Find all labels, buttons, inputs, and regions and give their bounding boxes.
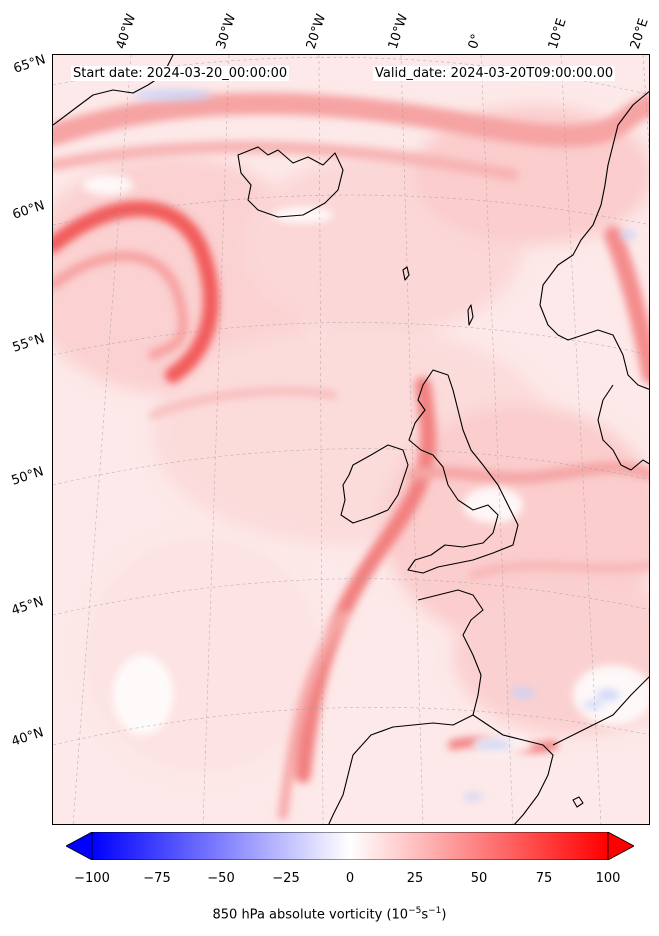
vorticity-field	[53, 55, 649, 824]
lon-label-10w: 10°W	[385, 12, 412, 51]
cb-tick-label: −100	[74, 871, 110, 886]
lat-label-55n: 55°N	[10, 331, 47, 356]
lon-label-20e: 20°E	[627, 16, 652, 51]
cb-tick-label: 50	[470, 871, 488, 886]
cb-tick-label: −75	[143, 871, 171, 886]
cb-tick-label: −25	[272, 871, 300, 886]
lon-label-20w: 20°W	[303, 12, 330, 51]
denmark-coast	[597, 384, 649, 471]
france-coast	[417, 589, 484, 716]
colorbar-label-end: )	[441, 907, 447, 923]
lat-label-65n: 65°N	[11, 52, 48, 77]
lat-label-60n: 60°N	[10, 198, 47, 223]
great-britain-coast	[407, 369, 519, 574]
lat-label-45n: 45°N	[9, 594, 46, 619]
iceland-coast	[237, 146, 344, 218]
shetland-islands	[467, 304, 474, 326]
lon-label-0: 0°	[465, 32, 485, 51]
colorbar-label-exp1: −5	[408, 906, 422, 916]
spain-mediterranean-coast	[472, 714, 554, 824]
mediterranean-coast	[552, 676, 649, 746]
colorbar-min-extend	[65, 831, 93, 861]
ireland-coast	[340, 444, 409, 524]
colorbar-gradient	[91, 831, 609, 861]
colorbar-max-extend	[607, 831, 635, 861]
faroe-islands	[402, 266, 410, 281]
start-date-label: Start date: 2024-03-20_00:00:00	[71, 66, 290, 81]
lon-label-30w: 30°W	[213, 12, 240, 51]
cb-tick-label: 25	[406, 871, 424, 886]
cb-tick-label: 100	[595, 871, 621, 886]
cb-tick-label: 75	[535, 871, 553, 886]
cb-tick-label: 0	[345, 871, 355, 886]
iberia-coast	[328, 714, 474, 824]
valid-date-label: Valid_date: 2024-03-20T09:00:00.00	[373, 66, 616, 81]
map-canvas	[53, 55, 649, 824]
vorticity-map: Start date: 2024-03-20_00:00:00 Valid_da…	[52, 54, 650, 825]
lat-label-50n: 50°N	[9, 464, 46, 489]
cb-tick-label: −50	[207, 871, 235, 886]
colorbar-label-mid: s	[421, 907, 429, 923]
colorbar-label: 850 hPa absolute vorticity (10−5s−1)	[0, 906, 659, 922]
graticule	[53, 55, 649, 824]
colorbar	[65, 831, 635, 861]
colorbar-svg	[65, 831, 635, 861]
balearic-islands	[572, 796, 584, 808]
colorbar-label-exp2: −1	[428, 906, 442, 916]
norway-coast	[539, 90, 649, 390]
lon-label-10e: 10°E	[545, 16, 570, 51]
lat-label-40n: 40°N	[9, 725, 46, 750]
colorbar-label-text: 850 hPa absolute vorticity (10	[212, 907, 409, 923]
lon-label-40w: 40°W	[113, 12, 140, 51]
